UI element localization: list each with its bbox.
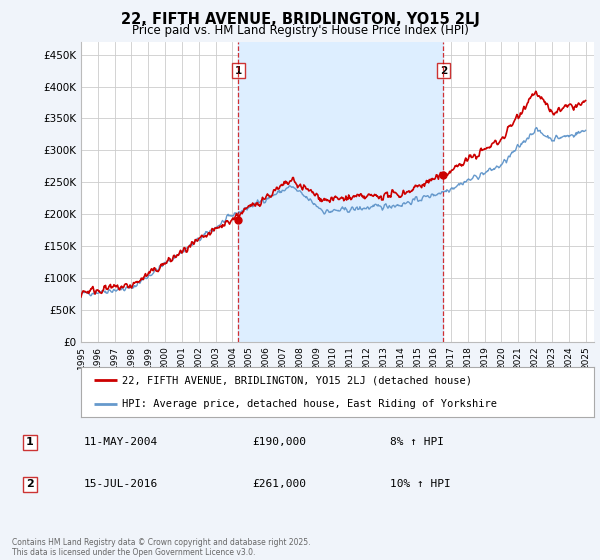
Text: 1: 1 bbox=[26, 437, 34, 447]
Text: 15-JUL-2016: 15-JUL-2016 bbox=[84, 479, 158, 489]
Text: 10% ↑ HPI: 10% ↑ HPI bbox=[390, 479, 451, 489]
Text: 2: 2 bbox=[26, 479, 34, 489]
Text: 1: 1 bbox=[235, 66, 242, 76]
Text: Price paid vs. HM Land Registry's House Price Index (HPI): Price paid vs. HM Land Registry's House … bbox=[131, 24, 469, 36]
Text: HPI: Average price, detached house, East Riding of Yorkshire: HPI: Average price, detached house, East… bbox=[122, 399, 497, 409]
Text: Contains HM Land Registry data © Crown copyright and database right 2025.
This d: Contains HM Land Registry data © Crown c… bbox=[12, 538, 311, 557]
Text: 8% ↑ HPI: 8% ↑ HPI bbox=[390, 437, 444, 447]
Text: £261,000: £261,000 bbox=[252, 479, 306, 489]
Text: 11-MAY-2004: 11-MAY-2004 bbox=[84, 437, 158, 447]
Text: 2: 2 bbox=[440, 66, 447, 76]
Text: 22, FIFTH AVENUE, BRIDLINGTON, YO15 2LJ: 22, FIFTH AVENUE, BRIDLINGTON, YO15 2LJ bbox=[121, 12, 479, 27]
Bar bbox=[238, 42, 443, 342]
Text: 22, FIFTH AVENUE, BRIDLINGTON, YO15 2LJ (detached house): 22, FIFTH AVENUE, BRIDLINGTON, YO15 2LJ … bbox=[122, 375, 472, 385]
Text: £190,000: £190,000 bbox=[252, 437, 306, 447]
